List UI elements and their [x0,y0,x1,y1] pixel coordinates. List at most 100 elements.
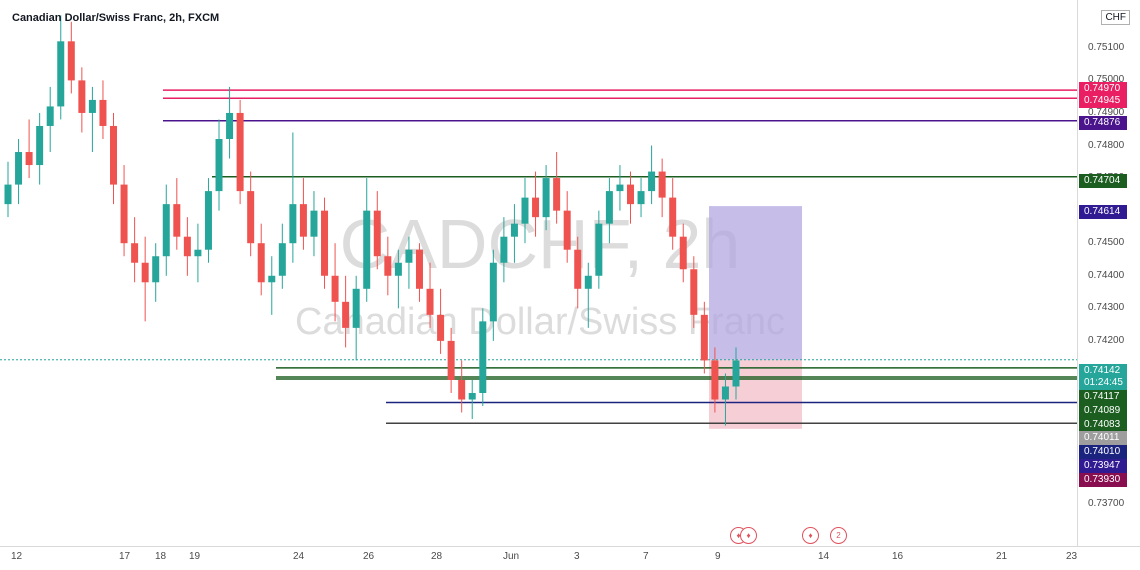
price-tick-label: 0.74200 [1088,334,1125,346]
candle-body [426,288,434,315]
candle-body [110,125,118,185]
price-tick-label: 0.74900 [1088,106,1125,118]
candle-body [204,191,212,250]
candle-body [669,197,677,237]
candle-body [257,243,265,283]
candle-body [247,191,255,244]
time-tick-label: 3 [574,551,580,562]
candle-body [331,275,339,302]
candle-body [373,210,381,257]
candle-body [437,314,445,341]
target-zone [709,206,802,360]
time-tick-label: 14 [818,551,830,562]
candle-body [152,256,160,283]
price-tag-label: 0.74010 [1079,445,1127,459]
candle-body [711,360,719,400]
candle-body [310,210,318,237]
candle-body [131,243,139,263]
price-tag-label: 0.74876 [1079,116,1127,130]
candle-body [626,184,634,205]
candle-body [510,223,518,237]
time-tick-label: 18 [155,551,167,562]
price-tick-label: 0.75000 [1088,74,1125,86]
price-tick-label: 0.75100 [1088,41,1125,53]
candle-body [278,243,286,276]
time-tick-label: 21 [996,551,1008,562]
price-tag-label: 0.74945 [1079,94,1127,108]
time-tick-label: 12 [11,551,23,562]
candle-body [447,340,455,380]
price-tick-label: 0.74800 [1088,139,1125,151]
candle-body [321,210,329,276]
candle-body [595,223,603,276]
candle-body [468,393,476,400]
candle-body [57,41,65,107]
candle-body [352,288,360,328]
time-tick-label: 28 [431,551,443,562]
candle-body [384,256,392,276]
event-flag-icon[interactable]: ♦ [802,527,819,544]
price-tick-label: 0.74300 [1088,302,1125,314]
time-tick-label: Jun [503,551,520,562]
price-tag-label: 0.74089 [1079,404,1127,418]
candle-body [394,262,402,276]
price-tick-label: 0.74400 [1088,269,1125,281]
candle-body [458,379,466,400]
candle-body [36,125,44,166]
candle-body [574,249,582,289]
candle-body [194,249,202,257]
currency-badge[interactable]: CHF [1101,10,1130,25]
event-flag-icon[interactable]: 2 [830,527,847,544]
candle-body [732,360,740,387]
time-tick-label: 17 [119,551,131,562]
time-tick-label: 19 [189,551,201,562]
price-tag-label: 01:24:45 [1079,376,1127,390]
candle-body [67,41,75,81]
event-flag-icon[interactable]: ♦ [740,527,757,544]
candle-body [489,262,497,322]
candle-body [542,178,550,218]
price-tag-label: 0.74142 [1079,364,1127,378]
price-tag-label: 0.74614 [1079,205,1127,219]
candle-body [162,204,170,257]
candle-body [690,269,698,315]
candle-body [268,275,276,283]
time-tick-label: 26 [363,551,375,562]
candle-body [183,236,191,257]
time-tick-label: 23 [1066,551,1078,562]
candle-body [584,275,592,289]
candle-body [15,152,23,185]
time-tick-label: 24 [293,551,305,562]
candle-body [4,184,12,205]
price-tick-label: 0.73700 [1088,497,1125,509]
candle-body [553,178,561,211]
candle-body [479,321,487,393]
time-tick-label: 16 [892,551,904,562]
price-tag-label: 0.74011 [1079,431,1127,445]
candle-body [99,99,107,126]
candle-body [605,191,613,224]
candle-body [141,262,149,283]
candle-body [215,139,223,192]
candle-body [405,249,413,263]
time-tick-label: 7 [643,551,649,562]
candle-body [88,99,96,113]
candle-body [563,210,571,250]
price-tag-label: 0.74117 [1079,390,1127,404]
price-tag-label: 0.74083 [1079,418,1127,432]
candle-body [648,171,656,192]
candle-body [415,249,423,289]
candle-body [173,204,181,237]
candle-body [721,386,729,400]
price-axis-border [1077,0,1078,546]
candle-body [658,171,666,198]
price-tick-label: 0.74500 [1088,237,1125,249]
candle-body [46,106,54,126]
price-tag-label: 0.73947 [1079,459,1127,473]
candle-body [637,191,645,205]
candle-body [289,204,297,244]
candle-body [226,112,234,139]
candle-body [299,204,307,237]
time-axis-border [0,546,1140,547]
